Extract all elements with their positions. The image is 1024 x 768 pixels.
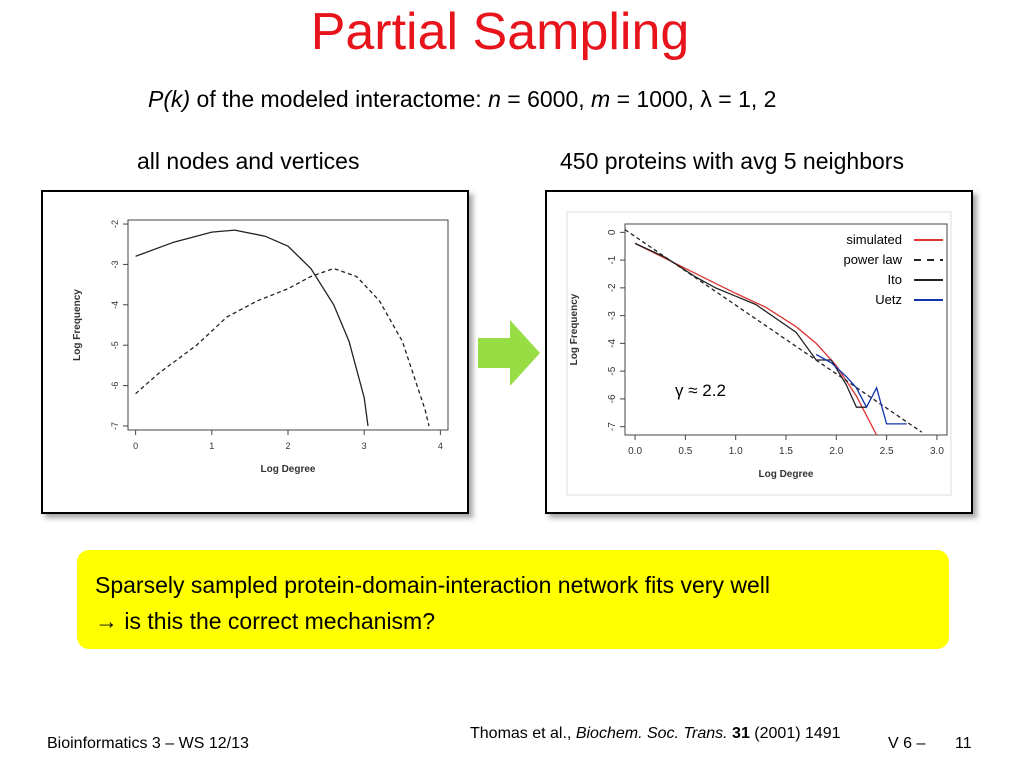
x-tick-label: 0: [133, 441, 138, 451]
y-tick-label: -2: [110, 220, 120, 228]
y-tick-label: -6: [607, 394, 618, 403]
y-tick-label: -7: [110, 422, 120, 430]
x-tick-label: 0.5: [678, 446, 692, 457]
citation-rest: (2001) 1491: [749, 725, 841, 742]
y-tick-label: -5: [607, 366, 618, 375]
callout-line-1: Sparsely sampled protein-domain-interact…: [95, 572, 770, 598]
x-tick-label: 2.0: [829, 446, 843, 457]
m-lambda-values: = 1000, λ = 1, 2: [610, 86, 777, 112]
x-tick-label: 4: [438, 441, 443, 451]
series-line-uetz: [815, 353, 907, 425]
plot-area: [127, 219, 449, 431]
y-tick-label: -3: [607, 311, 618, 320]
y-tick-label: -6: [110, 382, 120, 390]
left-panel-caption: all nodes and vertices: [137, 148, 360, 174]
y-axis-label: Log Frequency: [569, 293, 580, 365]
pk-label: P(k): [148, 86, 191, 112]
callout-box: Sparsely sampled protein-domain-interact…: [77, 550, 949, 649]
x-tick-label: 1.0: [729, 446, 743, 457]
citation-authors: Thomas et al.,: [470, 725, 576, 742]
citation-volume: 31: [732, 725, 750, 742]
right-arrow-icon: [478, 320, 540, 386]
x-axis-label: Log Degree: [758, 469, 813, 480]
footer-course: Bioinformatics 3 – WS 12/13: [47, 735, 249, 752]
right-panel-caption: 450 proteins with avg 5 neighbors: [560, 148, 904, 174]
y-axis-label: Log Frequency: [72, 289, 83, 361]
series-line-0: [135, 229, 369, 427]
right-chart: 0.0 0.5 1.0 1.5 2.0 2.5 3.0 0 -1 -2 -3 -4 -5 -6 -7 Log …: [566, 211, 952, 496]
m-variable: m: [591, 86, 611, 112]
legend-label: simulated: [846, 232, 902, 247]
y-tick-label: 0: [607, 229, 618, 235]
series-line-1: [135, 267, 430, 427]
slide-subtitle: P(k) of the modeled interactome: n = 600…: [148, 86, 776, 113]
x-tick-label: 1.5: [779, 446, 793, 457]
x-tick-label: 2: [285, 441, 290, 451]
left-chart: 0 1 2 3 4 -7 -6 -5 -4 -3 -2 Log Degree Log Frequency: [72, 219, 449, 475]
chart-background: [566, 211, 952, 496]
x-tick-label: 3.0: [930, 446, 944, 457]
x-tick-label: 0.0: [628, 446, 642, 457]
x-axis-label: Log Degree: [260, 464, 315, 475]
n-variable: n: [488, 86, 501, 112]
y-tick-label: -4: [607, 339, 618, 348]
y-tick-label: -5: [110, 341, 120, 349]
left-chart-frame: 0 1 2 3 4 -7 -6 -5 -4 -3 -2 Log Degree Log Frequency: [41, 190, 469, 514]
series-line-simulated: [634, 242, 878, 435]
x-tick-label: 2.5: [880, 446, 894, 457]
subtitle-text: of the modeled interactome:: [190, 86, 489, 112]
y-tick-label: -2: [607, 283, 618, 292]
legend-label: power law: [843, 252, 902, 267]
legend-label: Uetz: [875, 292, 902, 307]
x-tick-label: 1: [209, 441, 214, 451]
series-line-ito: [634, 242, 867, 408]
y-tick-label: -3: [110, 260, 120, 268]
right-chart-frame: 0.0 0.5 1.0 1.5 2.0 2.5 3.0 0 -1 -2 -3 -4 -5 -6 -7 Log …: [545, 190, 973, 514]
arrow-shape: [478, 320, 540, 386]
callout-line-2: → is this the correct mechanism?: [95, 608, 436, 634]
n-value: = 6000,: [500, 86, 592, 112]
y-tick-label: -4: [110, 301, 120, 309]
y-tick-label: -7: [607, 422, 618, 431]
x-tick-label: 3: [362, 441, 367, 451]
footer-version: V 6 –: [888, 735, 926, 752]
footer-page-number: 11: [955, 735, 972, 752]
legend-label: Ito: [888, 272, 902, 287]
citation-journal: Biochem. Soc. Trans.: [575, 725, 728, 742]
slide-title: Partial Sampling: [310, 3, 690, 61]
gamma-annotation: γ ≈ 2.2: [675, 381, 726, 400]
y-tick-label: -1: [607, 255, 618, 264]
footer-citation: Thomas et al., Biochem. Soc. Trans. 31 (…: [470, 725, 841, 743]
